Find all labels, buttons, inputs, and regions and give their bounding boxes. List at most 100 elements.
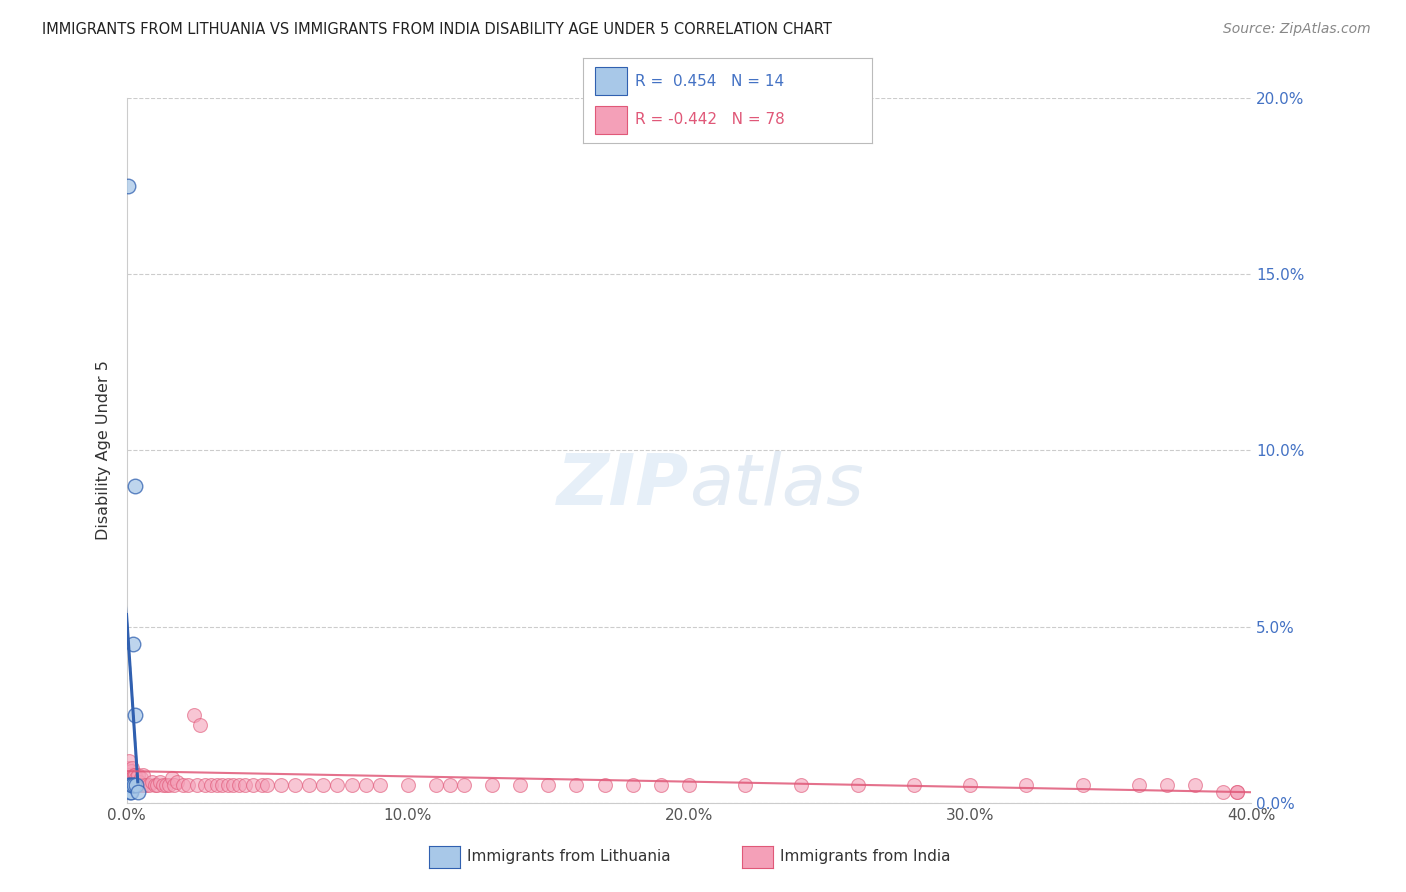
- Point: [121, 778, 143, 792]
- Point: [312, 778, 335, 792]
- Point: [157, 778, 180, 792]
- Point: [186, 778, 208, 792]
- Point: [959, 778, 981, 792]
- Point: [124, 774, 146, 789]
- Point: [118, 767, 141, 781]
- Point: [1156, 778, 1178, 792]
- Point: [143, 778, 166, 792]
- Point: [121, 760, 143, 774]
- Point: [124, 479, 146, 493]
- Text: Immigrants from India: Immigrants from India: [780, 849, 950, 863]
- Point: [1184, 778, 1206, 792]
- Point: [149, 774, 172, 789]
- Point: [127, 767, 149, 781]
- Point: [298, 778, 321, 792]
- Point: [200, 778, 222, 792]
- Point: [127, 785, 149, 799]
- Point: [117, 760, 139, 774]
- Point: [127, 778, 149, 792]
- Text: Source: ZipAtlas.com: Source: ZipAtlas.com: [1223, 22, 1371, 37]
- Point: [177, 778, 200, 792]
- Point: [1015, 778, 1038, 792]
- Point: [1212, 785, 1234, 799]
- Point: [120, 764, 142, 778]
- Point: [565, 778, 588, 792]
- Text: Immigrants from Lithuania: Immigrants from Lithuania: [467, 849, 671, 863]
- Text: atlas: atlas: [689, 451, 863, 520]
- Point: [1226, 785, 1249, 799]
- Point: [284, 778, 307, 792]
- Point: [846, 778, 869, 792]
- Point: [129, 771, 152, 785]
- Point: [128, 774, 150, 789]
- Point: [650, 778, 672, 792]
- Point: [481, 778, 503, 792]
- Point: [222, 778, 245, 792]
- Point: [205, 778, 228, 792]
- Bar: [595, 67, 627, 95]
- Point: [125, 771, 148, 785]
- Point: [166, 774, 188, 789]
- Point: [188, 718, 211, 732]
- Point: [146, 778, 169, 792]
- Point: [172, 778, 194, 792]
- Point: [270, 778, 292, 792]
- Point: [118, 754, 141, 768]
- Point: [621, 778, 644, 792]
- Point: [228, 778, 250, 792]
- Point: [734, 778, 756, 792]
- Point: [233, 778, 256, 792]
- Point: [509, 778, 531, 792]
- Y-axis label: Disability Age Under 5: Disability Age Under 5: [96, 360, 111, 541]
- Point: [217, 778, 239, 792]
- Point: [903, 778, 925, 792]
- Point: [790, 778, 813, 792]
- Point: [678, 778, 700, 792]
- Point: [132, 778, 155, 792]
- Point: [141, 774, 163, 789]
- Point: [118, 778, 141, 792]
- Point: [183, 707, 205, 722]
- Point: [118, 785, 141, 799]
- Point: [354, 778, 377, 792]
- Point: [125, 778, 148, 792]
- Point: [256, 778, 278, 792]
- Point: [396, 778, 419, 792]
- Point: [1128, 778, 1150, 792]
- Point: [121, 771, 143, 785]
- Point: [138, 778, 160, 792]
- Point: [1071, 778, 1094, 792]
- Point: [121, 637, 143, 651]
- Point: [537, 778, 560, 792]
- Point: [121, 778, 143, 792]
- Text: IMMIGRANTS FROM LITHUANIA VS IMMIGRANTS FROM INDIA DISABILITY AGE UNDER 5 CORREL: IMMIGRANTS FROM LITHUANIA VS IMMIGRANTS …: [42, 22, 832, 37]
- Point: [242, 778, 264, 792]
- Point: [593, 778, 616, 792]
- Point: [117, 179, 139, 194]
- Point: [124, 707, 146, 722]
- Point: [160, 771, 183, 785]
- Point: [120, 785, 142, 799]
- Point: [163, 778, 186, 792]
- Point: [135, 778, 157, 792]
- Point: [194, 778, 217, 792]
- Text: R =  0.454   N = 14: R = 0.454 N = 14: [636, 74, 785, 89]
- Point: [453, 778, 475, 792]
- Point: [250, 778, 273, 792]
- Point: [340, 778, 363, 792]
- Point: [132, 767, 155, 781]
- Point: [1226, 785, 1249, 799]
- Point: [118, 778, 141, 792]
- Bar: [595, 106, 627, 134]
- Point: [129, 778, 152, 792]
- Point: [122, 778, 145, 792]
- Text: R = -0.442   N = 78: R = -0.442 N = 78: [636, 112, 785, 127]
- Point: [124, 767, 146, 781]
- Text: ZIP: ZIP: [557, 451, 689, 520]
- Point: [152, 778, 174, 792]
- Point: [425, 778, 447, 792]
- Point: [211, 778, 233, 792]
- Point: [439, 778, 461, 792]
- Point: [326, 778, 349, 792]
- Point: [155, 778, 177, 792]
